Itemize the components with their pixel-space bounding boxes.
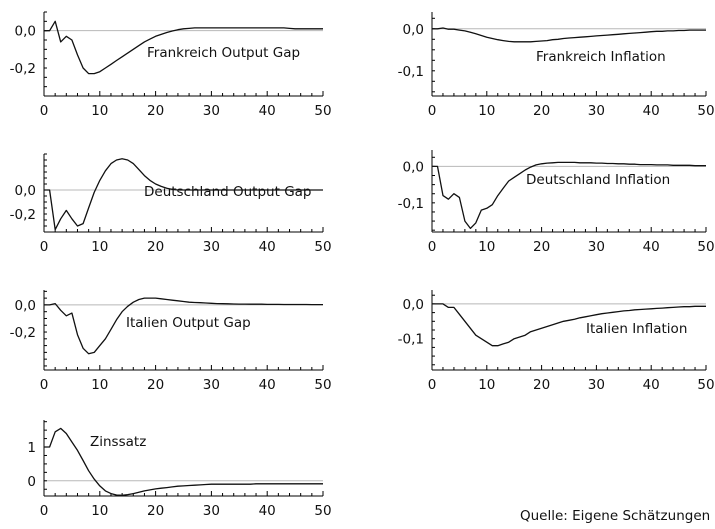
series-line-zinssatz [44, 427, 323, 496]
x-tick-label: 50 [314, 239, 331, 255]
y-tick-label: 0,0 [403, 22, 424, 38]
x-tick-label: 50 [314, 503, 331, 519]
y-tick-label: 0,0 [403, 159, 424, 175]
x-tick-label: 0 [40, 103, 49, 119]
source-note: Quelle: Eigene Schätzungen [520, 508, 711, 524]
x-tick-label: 20 [533, 239, 550, 255]
x-tick-label: 40 [259, 103, 276, 119]
x-tick-label: 20 [147, 377, 164, 393]
x-tick-label: 10 [478, 239, 495, 255]
series-line-frankreich-output-gap [44, 20, 323, 75]
y-tick-label: -0,2 [10, 61, 36, 77]
x-tick-label: 50 [697, 239, 714, 255]
chart-italien-inflation: 0 10 20 30 40 50 0,0 -0,1 Italien Inflation [398, 290, 715, 393]
x-tick-label: 40 [259, 239, 276, 255]
series-line-italien-output-gap [44, 297, 323, 355]
chart-deutschland-inflation: 0 10 20 30 40 50 0,0 -0,1 Deutschland Inflation [398, 150, 715, 255]
x-tick-label: 50 [697, 377, 714, 393]
y-tick-label: -0,1 [398, 196, 424, 212]
x-tick-label: 10 [91, 377, 108, 393]
x-tick-label: 0 [40, 239, 49, 255]
x-tick-label: 20 [533, 103, 550, 119]
x-tick-label: 20 [147, 503, 164, 519]
series-line-frankreich-inflation [432, 27, 706, 43]
y-tick-label: -0,1 [398, 332, 424, 348]
y-tick-label: 1 [27, 440, 36, 456]
series-line-italien-inflation [432, 303, 706, 347]
x-tick-label: 50 [314, 377, 331, 393]
y-tick-label: 0,0 [15, 298, 36, 314]
x-tick-label: 50 [314, 103, 331, 119]
x-tick-label: 0 [428, 239, 437, 255]
y-tick-label: 0,0 [403, 297, 424, 313]
chart-title-frankreich-inflation: Frankreich Inflation [536, 49, 666, 65]
x-tick-label: 10 [478, 103, 495, 119]
chart-title-frankreich-output-gap: Frankreich Output Gap [147, 45, 300, 61]
x-tick-label: 10 [91, 239, 108, 255]
chart-frankreich-inflation: 0 10 20 30 40 50 0,0 -0,1 Frankreich Inflation [398, 12, 715, 119]
chart-title-italien-output-gap: Italien Output Gap [126, 315, 251, 331]
y-tick-label: -0,2 [10, 207, 36, 223]
x-tick-label: 30 [203, 239, 220, 255]
x-tick-label: 40 [643, 239, 660, 255]
chart-title-zinssatz: Zinssatz [90, 434, 146, 450]
x-tick-label: 30 [588, 103, 605, 119]
x-tick-label: 0 [428, 103, 437, 119]
x-tick-label: 40 [259, 503, 276, 519]
x-tick-label: 0 [428, 377, 437, 393]
x-tick-label: 40 [643, 103, 660, 119]
x-tick-label: 10 [91, 503, 108, 519]
chart-deutschland-output-gap: 0 10 20 30 40 50 0,0 -0,2 Deutschland Output Gap [10, 153, 332, 255]
x-tick-label: 50 [697, 103, 714, 119]
x-tick-label: 30 [203, 503, 220, 519]
x-tick-label: 40 [643, 377, 660, 393]
x-tick-label: 20 [147, 103, 164, 119]
y-tick-label: 0 [27, 474, 36, 490]
x-tick-label: 20 [533, 377, 550, 393]
y-tick-label: 0,0 [15, 183, 36, 199]
x-tick-label: 30 [588, 377, 605, 393]
x-tick-label: 0 [40, 503, 49, 519]
x-tick-label: 30 [203, 377, 220, 393]
x-tick-label: 30 [203, 103, 220, 119]
chart-title-italien-inflation: Italien Inflation [586, 321, 687, 337]
series-line-deutschland-output-gap [44, 158, 323, 231]
chart-italien-output-gap: 0 10 20 30 40 50 0,0 -0,2 Italien Output Gap [10, 290, 332, 393]
y-tick-label: -0,2 [10, 325, 36, 341]
x-tick-label: 20 [147, 239, 164, 255]
y-tick-label: -0,1 [398, 64, 424, 80]
x-tick-label: 10 [478, 377, 495, 393]
chart-title-deutschland-output-gap: Deutschland Output Gap [144, 184, 312, 200]
x-tick-label: 0 [40, 377, 49, 393]
chart-title-deutschland-inflation: Deutschland Inflation [526, 172, 670, 188]
series-line-deutschland-inflation [432, 161, 706, 230]
x-tick-label: 10 [91, 103, 108, 119]
y-tick-label: 0,0 [15, 24, 36, 40]
x-tick-label: 30 [588, 239, 605, 255]
x-tick-label: 40 [259, 377, 276, 393]
chart-frankreich-output-gap: 0 10 20 30 40 50 0,0 -0,2 Frankreich Output Gap [10, 11, 332, 119]
